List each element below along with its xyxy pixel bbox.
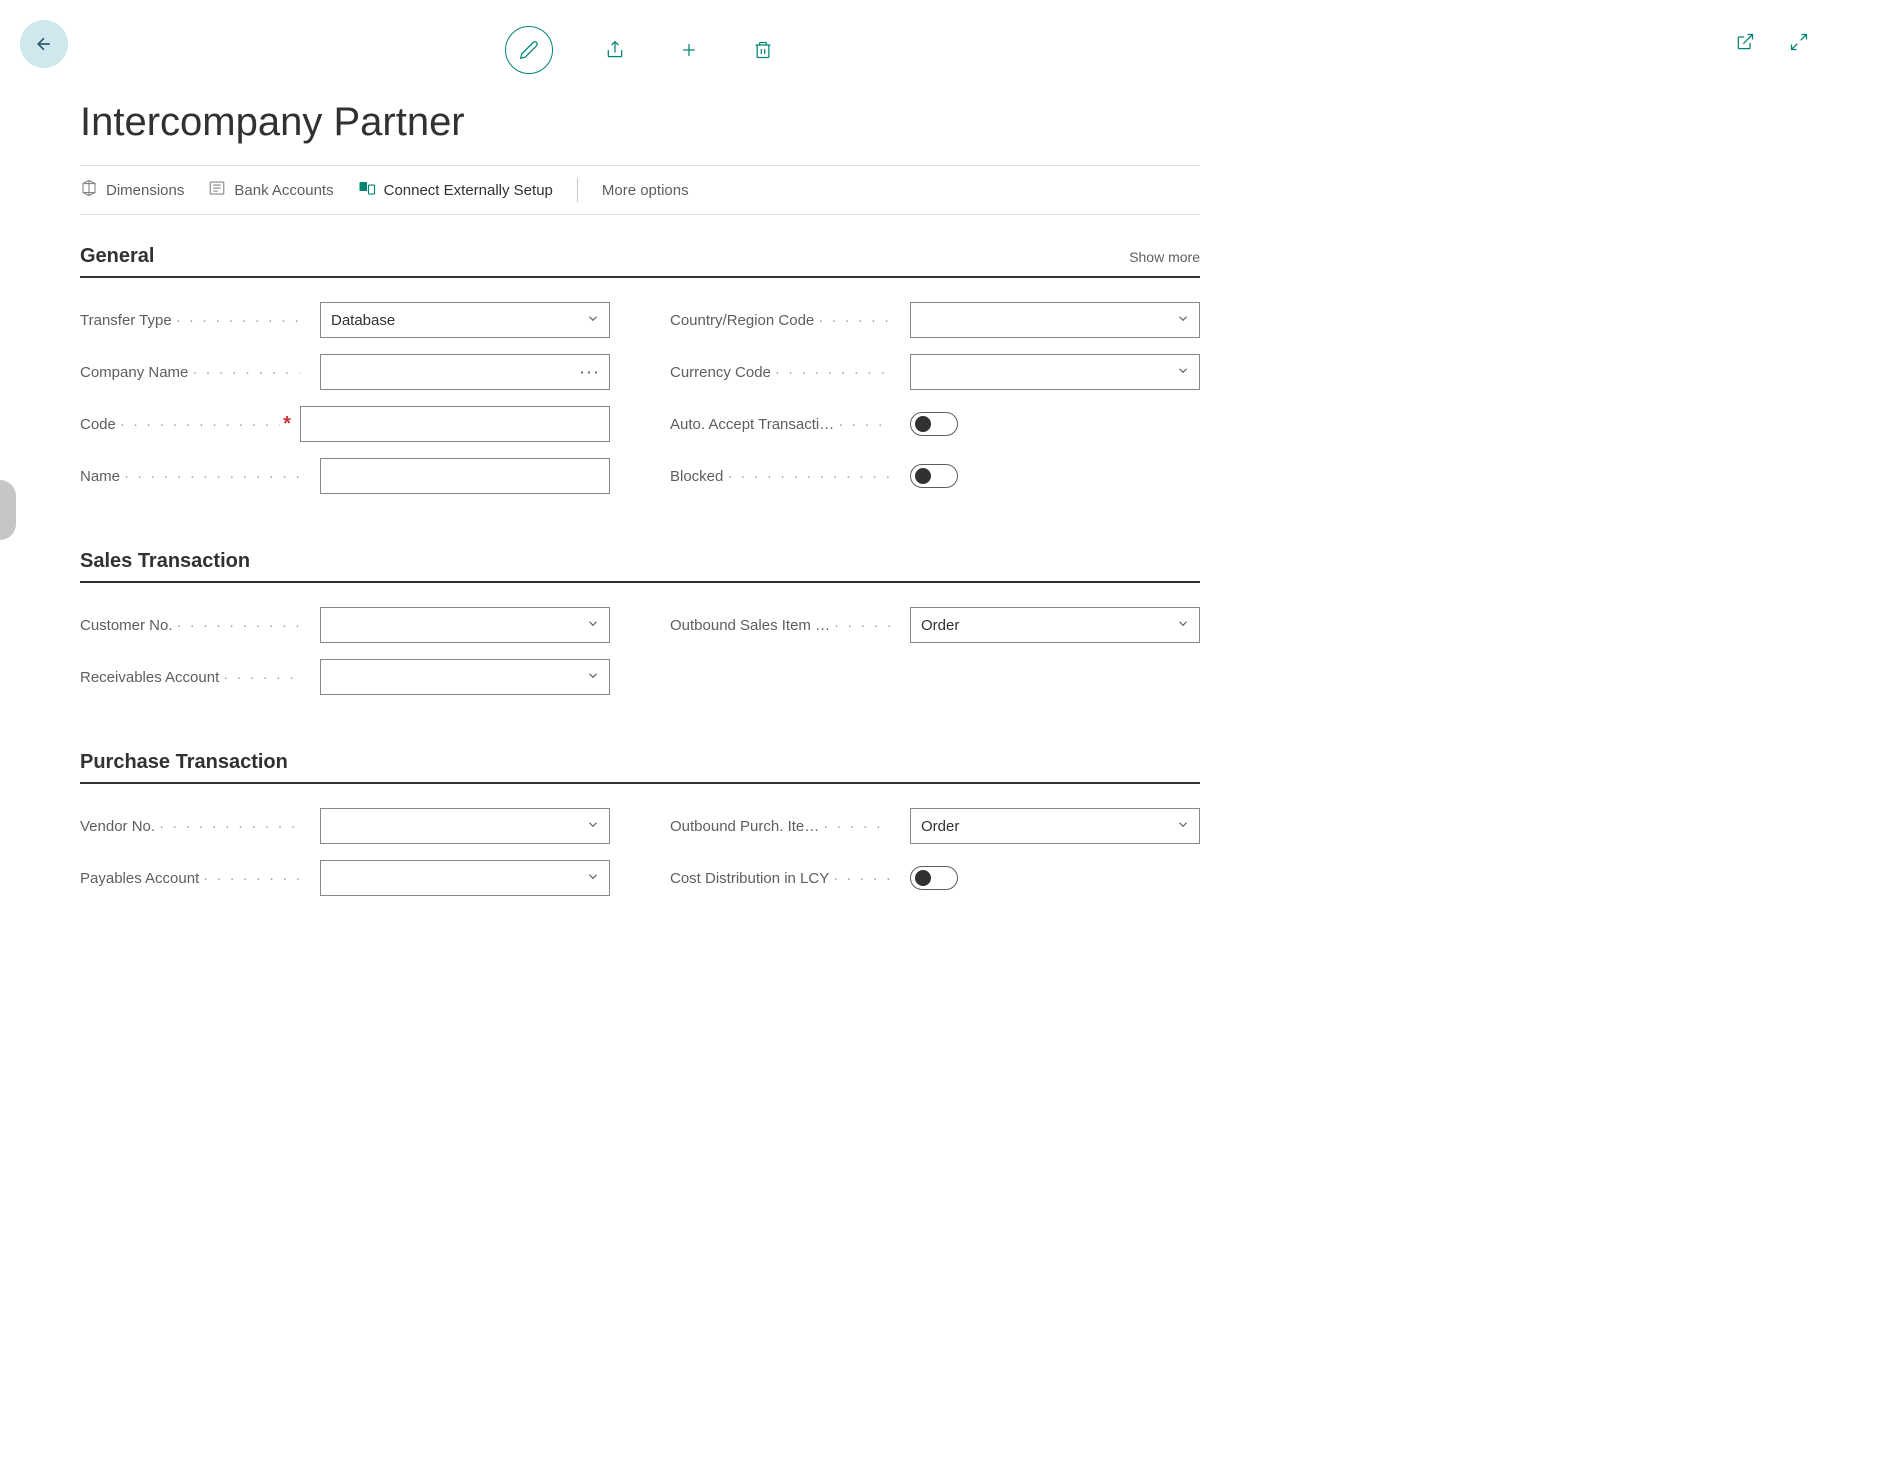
action-separator <box>577 178 578 202</box>
code-input[interactable] <box>300 406 610 442</box>
share-button[interactable] <box>603 38 627 62</box>
side-expand-tab[interactable] <box>0 480 16 540</box>
connect-externally-action[interactable]: Connect Externally Setup <box>358 179 553 201</box>
general-section: General Show more Transfer Type Company … <box>80 245 1200 510</box>
sales-section: Sales Transaction Customer No. Receivabl… <box>80 550 1200 711</box>
transfer-type-label: Transfer Type <box>80 312 300 329</box>
customer-no-label: Customer No. <box>80 617 300 634</box>
expand-button[interactable] <box>1787 30 1811 54</box>
company-name-input[interactable] <box>320 354 610 390</box>
dimensions-action-label: Dimensions <box>106 182 184 199</box>
auto-accept-label: Auto. Accept Transacti… <box>670 416 890 433</box>
delete-button[interactable] <box>751 38 775 62</box>
name-input[interactable] <box>320 458 610 494</box>
outbound-sales-item-label: Outbound Sales Item … <box>670 617 890 634</box>
action-bar: Dimensions Bank Accounts Connect Externa… <box>80 165 1200 215</box>
cost-distribution-label: Cost Distribution in LCY <box>670 870 890 887</box>
blocked-toggle[interactable] <box>910 464 958 488</box>
plus-icon <box>679 40 699 60</box>
vendor-no-input[interactable] <box>320 808 610 844</box>
popout-icon <box>1735 32 1755 52</box>
currency-code-input[interactable] <box>910 354 1200 390</box>
back-button[interactable] <box>20 20 68 68</box>
page-title: Intercompany Partner <box>80 100 1200 145</box>
cost-distribution-toggle[interactable] <box>910 866 958 890</box>
share-icon <box>605 40 625 60</box>
top-toolbar <box>80 20 1200 80</box>
more-options-action[interactable]: More options <box>602 182 689 199</box>
toggle-knob <box>915 870 931 886</box>
purchase-section-title: Purchase Transaction <box>80 751 288 774</box>
outbound-sales-item-input[interactable] <box>910 607 1200 643</box>
trash-icon <box>753 40 773 60</box>
dimensions-icon <box>80 179 98 201</box>
general-section-title: General <box>80 245 154 268</box>
transfer-type-input[interactable] <box>320 302 610 338</box>
receivables-account-input[interactable] <box>320 659 610 695</box>
new-button[interactable] <box>677 38 701 62</box>
bank-accounts-action-label: Bank Accounts <box>234 182 333 199</box>
blocked-label: Blocked <box>670 468 890 485</box>
currency-code-label: Currency Code <box>670 364 890 381</box>
receivables-account-label: Receivables Account <box>80 669 300 686</box>
outbound-purch-item-label: Outbound Purch. Ite… <box>670 818 890 835</box>
arrow-left-icon <box>34 34 54 54</box>
country-region-input[interactable] <box>910 302 1200 338</box>
bank-icon <box>208 179 226 201</box>
toggle-knob <box>915 416 931 432</box>
more-options-label: More options <box>602 182 689 199</box>
payables-account-label: Payables Account <box>80 870 300 887</box>
purchase-section: Purchase Transaction Vendor No. Payables… <box>80 751 1200 912</box>
toggle-knob <box>915 468 931 484</box>
pencil-icon <box>519 40 539 60</box>
edit-button[interactable] <box>505 26 553 74</box>
connect-icon <box>358 179 376 201</box>
auto-accept-toggle[interactable] <box>910 412 958 436</box>
connect-externally-action-label: Connect Externally Setup <box>384 182 553 199</box>
payables-account-input[interactable] <box>320 860 610 896</box>
customer-no-input[interactable] <box>320 607 610 643</box>
expand-icon <box>1789 32 1809 52</box>
sales-section-title: Sales Transaction <box>80 550 250 573</box>
country-region-label: Country/Region Code <box>670 312 890 329</box>
company-name-label: Company Name <box>80 364 300 381</box>
dimensions-action[interactable]: Dimensions <box>80 179 184 201</box>
bank-accounts-action[interactable]: Bank Accounts <box>208 179 333 201</box>
popout-button[interactable] <box>1733 30 1757 54</box>
outbound-purch-item-input[interactable] <box>910 808 1200 844</box>
code-label: Code <box>80 416 280 433</box>
vendor-no-label: Vendor No. <box>80 818 300 835</box>
required-marker: * <box>280 413 294 436</box>
general-show-more[interactable]: Show more <box>1129 249 1200 265</box>
name-label: Name <box>80 468 300 485</box>
